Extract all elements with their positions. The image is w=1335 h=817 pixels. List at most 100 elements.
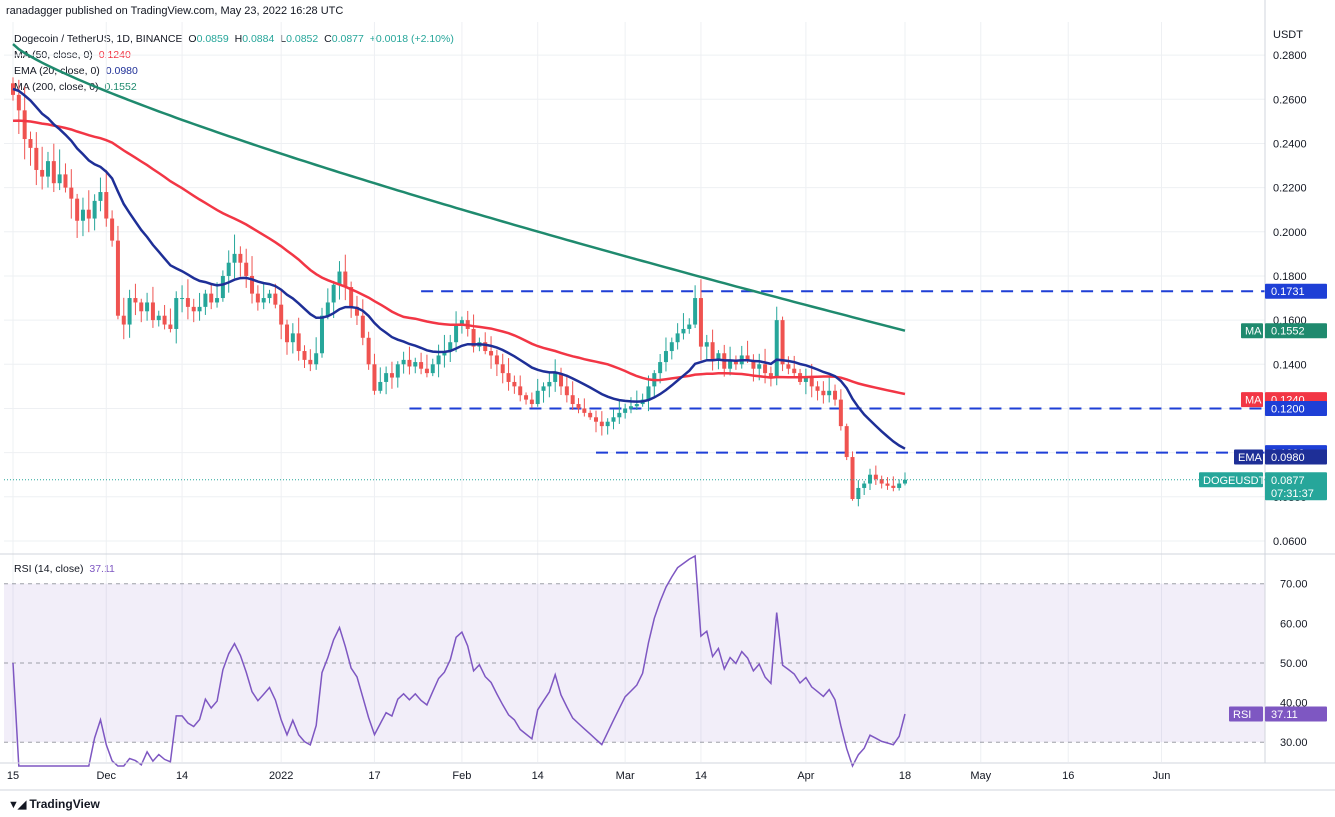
ma200-line	[12, 43, 906, 332]
candle-body	[821, 390, 826, 396]
candle-body	[16, 94, 21, 111]
candle-body	[185, 298, 190, 307]
symbol-legend-row: Dogecoin / TetherUS, 1D, BINANCE O0.0859…	[14, 33, 454, 45]
series-tag-label: MA	[1245, 395, 1262, 407]
candle-body	[255, 293, 260, 303]
candle-body	[774, 320, 779, 378]
candle-body	[139, 302, 144, 312]
candle-body	[868, 474, 873, 484]
candle-body	[296, 333, 301, 352]
candle-body	[483, 342, 488, 352]
axis-price-badge	[1265, 472, 1327, 501]
candle-body	[34, 147, 39, 170]
candle-body	[588, 412, 593, 418]
price-tick-label: 0.2600	[1273, 94, 1307, 106]
candle-body	[669, 342, 674, 352]
candle-body	[442, 351, 447, 356]
candle-body	[343, 271, 348, 287]
rsi-line	[12, 554, 906, 768]
candle-body	[873, 474, 878, 480]
candle-body	[850, 457, 855, 499]
time-tick-label: Feb	[452, 770, 471, 782]
price-tick-label: 0.2800	[1273, 50, 1307, 62]
axis-price-value: 0.1552	[1271, 326, 1305, 338]
candle-body	[780, 320, 785, 365]
axis-price-badge	[1265, 400, 1327, 416]
candle-body	[768, 373, 773, 378]
candle-body	[716, 353, 721, 360]
candle-body	[337, 271, 342, 285]
price-axis-unit: USDT	[1273, 29, 1303, 41]
time-tick-label: 2022	[269, 770, 293, 782]
candle-body	[902, 479, 907, 484]
candle-body	[133, 298, 138, 303]
candle-body	[209, 293, 214, 303]
candle-body	[838, 399, 843, 427]
rsi-label: RSI (14, close)	[14, 563, 84, 575]
candle-body	[885, 483, 890, 486]
publisher-line: ranadagger published on TradingView.com,…	[6, 5, 344, 17]
candle-body	[454, 324, 459, 343]
tradingview-brand: TradingView	[29, 797, 100, 811]
series-tag-badge	[1241, 392, 1263, 408]
candle-body	[559, 373, 564, 387]
candle-body	[611, 417, 616, 422]
candle-body	[197, 306, 202, 312]
candle-body	[658, 362, 663, 374]
candle-body	[634, 404, 639, 407]
candle-body	[518, 386, 523, 396]
candle-body	[576, 404, 581, 409]
candle-body	[506, 373, 511, 382]
axis-price-value: 0.0877	[1271, 475, 1305, 487]
candle-body	[389, 373, 394, 378]
candle-body	[675, 333, 680, 343]
candle-body	[162, 315, 167, 325]
candle-body	[86, 209, 91, 219]
rsi-tag-badge	[1229, 706, 1263, 722]
candle-body	[75, 198, 80, 221]
candle-body	[687, 324, 692, 329]
candle-body	[372, 364, 377, 391]
candle-body	[203, 293, 208, 307]
time-tick-label: Mar	[616, 770, 635, 782]
candle-body	[150, 302, 155, 321]
candle-body	[553, 373, 558, 382]
series-tag-label: DOGEUSDT	[1203, 475, 1266, 487]
candle-body	[22, 110, 27, 140]
chart-legend: Dogecoin / TetherUS, 1D, BINANCE O0.0859…	[14, 31, 454, 95]
symbol-name[interactable]: Dogecoin / TetherUS, 1D, BINANCE	[14, 33, 183, 45]
rsi-tag-label: RSI	[1233, 709, 1251, 721]
ma200-legend-row[interactable]: MA (200, close, 0) 0.1552	[14, 79, 454, 95]
candle-body	[419, 362, 424, 369]
candle-body	[594, 417, 598, 422]
candle-body	[786, 364, 791, 369]
candle-body	[757, 364, 762, 369]
candle-body	[529, 399, 534, 405]
time-tick-label: 14	[695, 770, 707, 782]
candle-body	[605, 421, 610, 427]
time-tick-label: 15	[7, 770, 19, 782]
candle-body	[267, 293, 272, 299]
candle-body	[879, 479, 884, 484]
candle-body	[681, 328, 686, 334]
countdown-label: 07:31:37	[1271, 488, 1314, 500]
candle-body	[191, 306, 196, 312]
candle-body	[98, 192, 103, 201]
candle-body	[28, 139, 33, 148]
rsi-legend[interactable]: RSI (14, close) 37.11	[14, 563, 115, 575]
tradingview-logo[interactable]: ▼◢ TradingView	[8, 797, 100, 811]
candle-body	[471, 328, 476, 347]
candle-body	[424, 368, 429, 374]
candle-body	[809, 377, 814, 387]
ma200-label: MA (200, close, 0)	[14, 81, 99, 93]
candle-body	[174, 298, 179, 329]
candle-body	[145, 302, 150, 312]
candle-body	[401, 359, 406, 365]
series-tag-label: MA	[1245, 326, 1262, 338]
candle-body	[80, 209, 85, 221]
candle-body	[366, 337, 371, 365]
candle-body	[215, 298, 220, 303]
candle-body	[244, 262, 249, 276]
candle-body	[763, 364, 768, 374]
